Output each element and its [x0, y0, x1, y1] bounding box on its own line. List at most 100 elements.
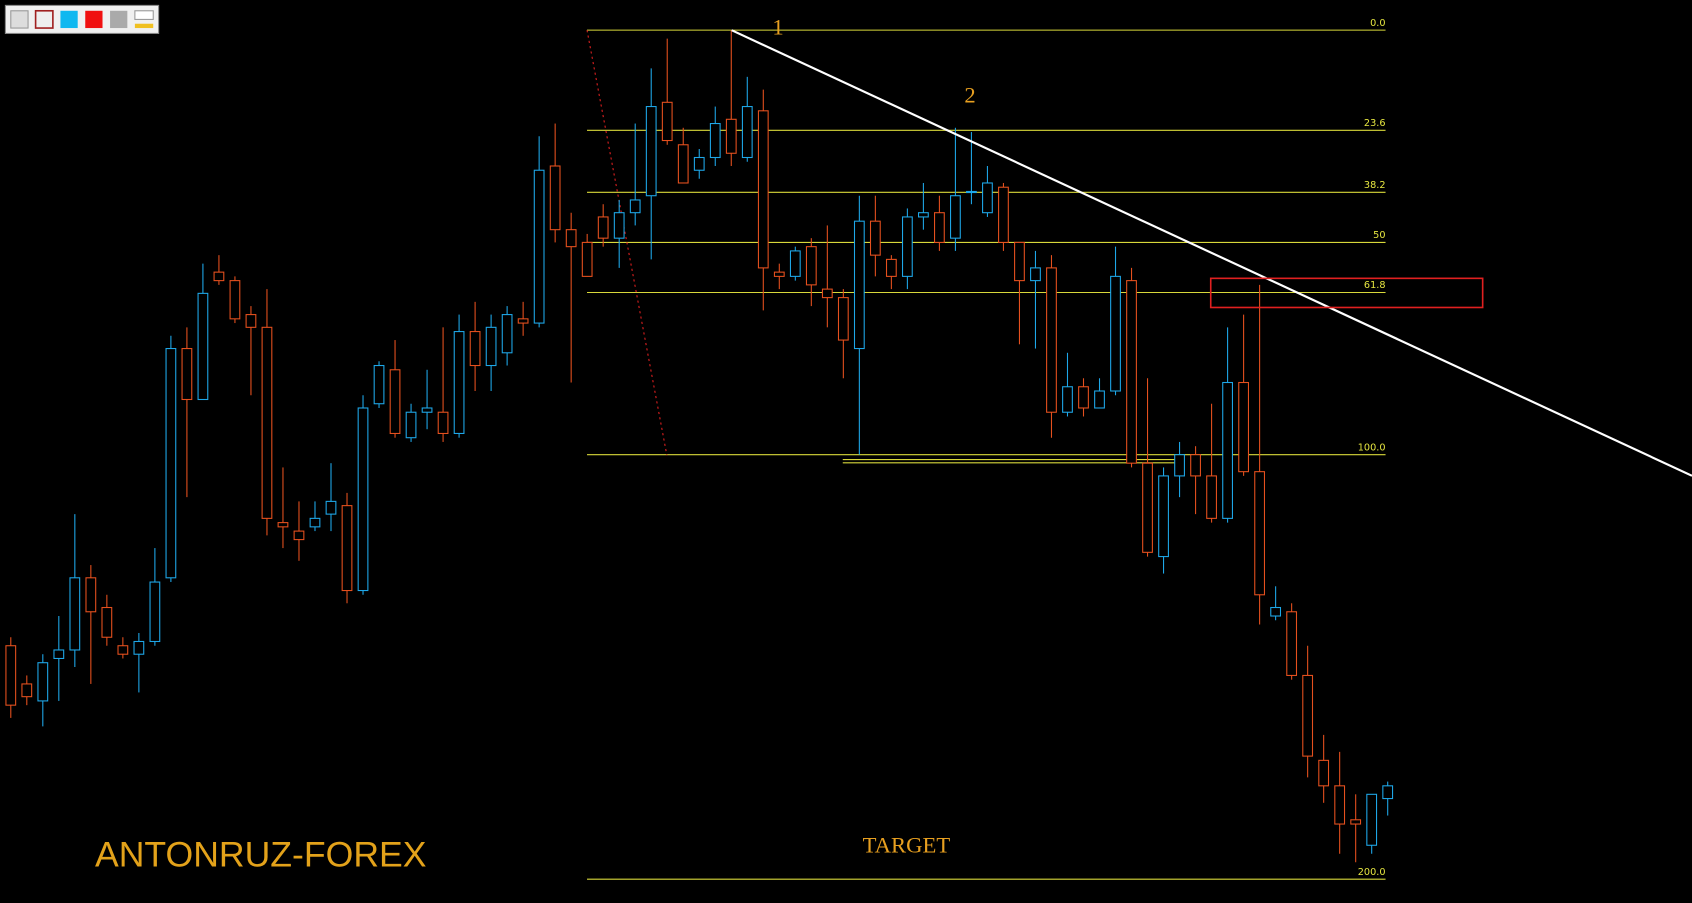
- candle-body: [101, 606, 113, 638]
- candle-body: [277, 522, 289, 528]
- candle-body: [469, 331, 481, 367]
- candle-body: [133, 640, 145, 655]
- candle-body: [725, 118, 737, 154]
- swatch[interactable]: [134, 10, 154, 20]
- swatch[interactable]: [85, 10, 103, 29]
- fib-base-line: [586, 30, 668, 456]
- candle-body: [934, 212, 945, 243]
- annotation: 2: [964, 82, 975, 107]
- toolbar: [4, 4, 160, 34]
- candle-body: [1094, 390, 1105, 409]
- candle-body: [421, 407, 433, 413]
- candle-body: [325, 500, 337, 515]
- fib-label: 200.0: [1358, 867, 1386, 878]
- candle-body: [901, 216, 913, 277]
- candle-body: [837, 297, 849, 341]
- fib-levels: 0.0 23.6 38.2 50 61.8 100.0 200.0: [587, 18, 1386, 880]
- candle-body: [1366, 793, 1378, 846]
- candle-body: [85, 577, 97, 613]
- annotation: TARGET: [863, 832, 951, 857]
- candle-body: [549, 165, 561, 231]
- fib-label: 38.2: [1364, 180, 1386, 191]
- swatch[interactable]: [110, 10, 128, 29]
- candle-body: [1158, 475, 1169, 558]
- fib-label: 0.0: [1370, 18, 1385, 29]
- candle-body: [293, 530, 305, 541]
- candle-body: [517, 318, 529, 324]
- candle-body: [501, 314, 513, 354]
- candle-body: [37, 662, 49, 702]
- candle-body: [53, 649, 65, 660]
- watermark: ANTONRUZ-FOREX: [95, 834, 427, 874]
- candle-body: [437, 411, 449, 434]
- candle-body: [1286, 611, 1298, 676]
- candle-body: [1030, 267, 1041, 282]
- candle-body: [1334, 785, 1346, 825]
- candle-body: [709, 123, 721, 159]
- candle-body: [533, 169, 545, 324]
- zone-box: [1209, 277, 1484, 309]
- candle-body: [1270, 606, 1282, 617]
- toolbar-panel: [4, 4, 160, 34]
- candle-body: [1350, 819, 1362, 825]
- candle-body: [197, 292, 209, 401]
- candle-body: [373, 364, 385, 405]
- candle-body: [1174, 454, 1185, 477]
- swatch[interactable]: [60, 10, 78, 29]
- fib-label: 100.0: [1358, 442, 1386, 453]
- candle-body: [5, 645, 17, 706]
- candles: [5, 30, 1394, 863]
- candle-body: [1318, 759, 1330, 787]
- candle-body: [213, 271, 225, 282]
- candle-body: [885, 258, 897, 277]
- candle-body: [581, 241, 593, 277]
- swatch[interactable]: [34, 9, 54, 29]
- candle-body: [565, 229, 577, 248]
- candle-body: [341, 505, 353, 592]
- candle-body: [357, 407, 369, 592]
- candle-body: [229, 280, 241, 320]
- candle-body: [869, 220, 881, 256]
- candle-body: [1142, 462, 1153, 553]
- candle-body: [853, 220, 865, 350]
- candle-body: [1062, 386, 1073, 413]
- candle-body: [117, 645, 129, 655]
- candle-body: [1126, 280, 1137, 464]
- candle-body: [998, 186, 1009, 243]
- candle-body: [950, 195, 961, 239]
- candle-body: [1014, 241, 1025, 282]
- candle-body: [613, 212, 625, 239]
- candle-body: [1254, 471, 1266, 596]
- candle-body: [1382, 785, 1394, 800]
- candle-body: [1110, 275, 1121, 392]
- candle-body: [741, 106, 753, 159]
- trend-line: [731, 29, 1692, 477]
- candle-body: [661, 101, 673, 142]
- candle-body: [69, 577, 81, 651]
- candle-body: [982, 182, 993, 214]
- candle-body: [821, 288, 833, 299]
- candle-body: [1238, 381, 1249, 473]
- fib-label: 61.8: [1364, 280, 1386, 291]
- candle-body: [261, 326, 273, 519]
- candle-body: [1302, 674, 1314, 757]
- candle-body: [485, 326, 497, 367]
- candle-body: [181, 348, 193, 401]
- candle-body: [21, 683, 33, 698]
- candle-body: [597, 216, 609, 239]
- swatch[interactable]: [10, 10, 29, 29]
- candle-body: [789, 250, 801, 277]
- candle-body: [245, 314, 257, 328]
- candle-body: [405, 411, 417, 439]
- swatch[interactable]: [134, 23, 154, 29]
- candle-body: [966, 190, 977, 194]
- candle-body: [629, 199, 641, 214]
- candle-body: [645, 106, 657, 197]
- candle-body: [917, 212, 929, 218]
- fib-label: 23.6: [1364, 118, 1386, 129]
- candle-body: [1206, 475, 1217, 519]
- candle-body: [1046, 267, 1057, 413]
- candle-body: [149, 581, 161, 643]
